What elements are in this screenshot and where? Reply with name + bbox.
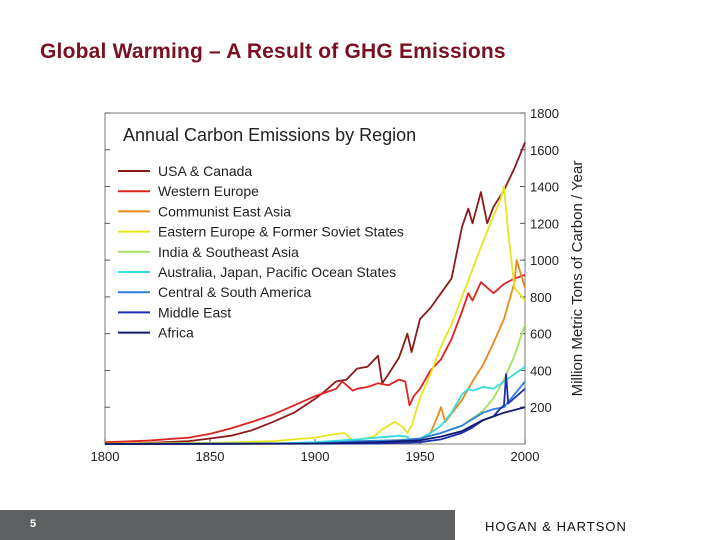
x-tick-label: 1800 [91,449,120,464]
x-tick-label: 1950 [406,449,435,464]
legend-label: Central & South America [158,284,312,300]
series-line [104,406,526,445]
y-tick-label: 400 [530,363,552,378]
footer-bar [0,510,455,540]
y-tick-label: 1600 [530,143,559,158]
page-number: 5 [30,518,37,530]
series-line [104,185,526,445]
plot-area [104,112,526,445]
legend-label: Africa [158,325,194,341]
y-tick-label: 200 [530,400,552,415]
y-axis-label: Million Metric Tons of Carbon / Year [569,161,586,397]
y-tick-label: 1800 [530,106,559,121]
slide-title: Global Warming – A Result of GHG Emissio… [40,40,506,63]
legend-label: India & Southeast Asia [158,244,299,260]
legend-label: Eastern Europe & Former Soviet States [158,224,404,240]
series-line [104,366,526,445]
y-tick-label: 1000 [530,253,559,268]
y-tick-label: 1400 [530,180,559,195]
x-tick-label: 1900 [301,449,330,464]
legend-label: Middle East [158,304,231,320]
y-tick-label: 600 [530,327,552,342]
y-tick-label: 1200 [530,216,559,231]
legend-label: Western Europe [158,183,259,199]
y-tick-label: 800 [530,290,552,305]
x-tick-label: 1850 [196,449,225,464]
hogan-hartson-logo: HOGAN & HARTSON [485,519,627,534]
legend-label: USA & Canada [158,163,252,179]
legend-label: Australia, Japan, Pacific Ocean States [158,264,396,280]
series-line [104,142,526,445]
x-tick-label: 2000 [511,449,540,464]
emissions-chart: 1800 1850 1900 1950 2000 200 400 600 800 1000 1200… [91,106,586,464]
series-line [104,273,526,444]
legend-label: Communist East Asia [158,203,291,219]
chart-title: Annual Carbon Emissions by Region [123,125,416,145]
series-line [104,380,526,445]
